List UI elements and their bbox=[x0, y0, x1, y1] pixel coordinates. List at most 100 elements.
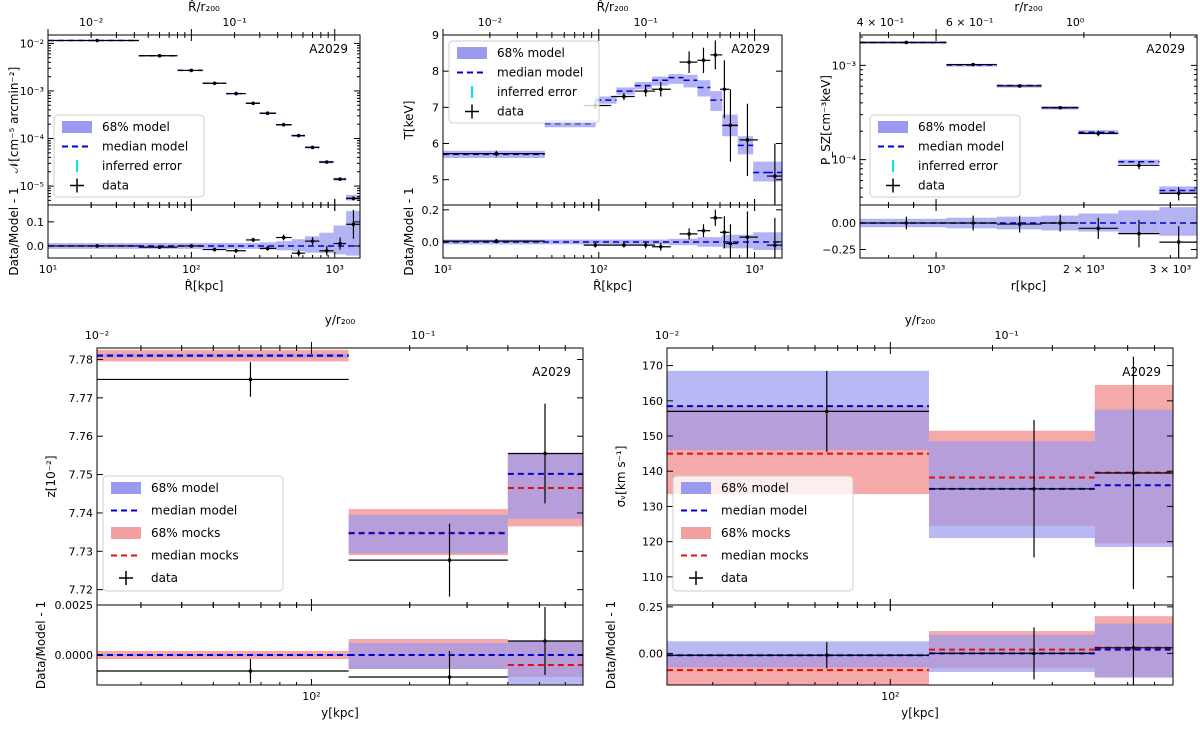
x-tick-label: 10¹ bbox=[434, 263, 452, 276]
res-marker bbox=[281, 235, 286, 240]
legend-box bbox=[102, 475, 284, 592]
model-band bbox=[667, 370, 929, 451]
data-point bbox=[679, 51, 698, 73]
res-data-point bbox=[177, 244, 203, 248]
y-tick-label: 7.77 bbox=[69, 392, 94, 405]
legend-label: inferred error bbox=[102, 159, 182, 173]
x-tick-label: 10³ bbox=[927, 263, 945, 276]
data-point bbox=[725, 89, 738, 162]
data-marker bbox=[338, 177, 342, 181]
res-data-point bbox=[333, 237, 347, 250]
res-marker bbox=[824, 653, 829, 658]
legend-box bbox=[869, 114, 1021, 198]
res-marker bbox=[713, 216, 718, 220]
res-marker bbox=[722, 230, 727, 235]
x-tick-label: 10² bbox=[182, 263, 200, 276]
model-band bbox=[683, 74, 698, 88]
x-tick-label: 2 × 10³ bbox=[1063, 263, 1105, 276]
res-y-tick-label: 0.0 bbox=[422, 236, 440, 249]
data-marker bbox=[296, 133, 301, 138]
res-marker bbox=[701, 228, 706, 233]
res-data-point bbox=[725, 224, 738, 258]
main-plot bbox=[860, 40, 1197, 201]
y-axis: 10⁻⁵ 10⁻⁴ 10⁻³ 10⁻² 𝒩[cm⁻⁵ arcmin⁻²] 0.0 0.1 Da… bbox=[7, 37, 360, 276]
legend-box bbox=[448, 40, 600, 124]
main-plot bbox=[667, 356, 1173, 590]
y-axis: 5 6 7 8 9 T[keV] 0.0 0.2 Data/Model - 1 bbox=[402, 29, 782, 276]
res-data-point bbox=[348, 651, 508, 685]
res-frame bbox=[442, 204, 783, 259]
legend: 68% model median model inferred error data bbox=[53, 114, 205, 198]
res-data-point bbox=[710, 209, 723, 226]
res-marker bbox=[622, 243, 626, 247]
res-frame bbox=[666, 604, 1174, 686]
res-data-point bbox=[1118, 219, 1160, 248]
res-data-point bbox=[138, 245, 178, 249]
data-marker bbox=[248, 377, 253, 382]
res-marker bbox=[773, 243, 777, 247]
y-axis: 110 120 130 140 150 160 170 σᵥ[km s⁻¹] 0.00 0.25 D… bbox=[604, 360, 1173, 689]
res-marker bbox=[543, 639, 547, 643]
res-marker bbox=[447, 675, 452, 679]
res-marker bbox=[658, 244, 663, 249]
data-point bbox=[611, 92, 635, 101]
model-band bbox=[753, 161, 767, 182]
y-tick-label: 6 bbox=[432, 138, 439, 151]
x-axis-label: r[kpc] bbox=[1011, 279, 1046, 293]
res-data-point bbox=[739, 211, 758, 258]
y-tick-label: 10⁻³ bbox=[832, 59, 856, 72]
res-y-tick-label: 0.0000 bbox=[55, 649, 94, 662]
data-point bbox=[1118, 161, 1160, 170]
data-marker bbox=[824, 409, 829, 414]
data-point bbox=[319, 160, 334, 164]
data-marker bbox=[1176, 191, 1181, 196]
data-point bbox=[226, 91, 246, 96]
data-marker bbox=[622, 94, 626, 99]
data-marker bbox=[713, 53, 718, 57]
data-point bbox=[507, 403, 583, 504]
y-tick-label: 150 bbox=[642, 430, 663, 443]
data-marker bbox=[212, 81, 217, 86]
x-tick-label: 10³ bbox=[326, 263, 344, 276]
x-axis: 10³ 2 × 10³ 3 × 10³ r[kpc] 4 × 10⁻¹ 6 × 10⁻¹ 1… bbox=[857, 0, 1192, 293]
y-tick-label: 130 bbox=[642, 500, 663, 513]
data-marker bbox=[351, 196, 356, 201]
residual-plot bbox=[97, 607, 583, 685]
res-data-point bbox=[1078, 217, 1119, 239]
data-point bbox=[996, 84, 1042, 88]
data-marker bbox=[281, 122, 286, 127]
y-tick-label: 120 bbox=[642, 536, 663, 549]
res-marker bbox=[212, 247, 217, 252]
legend-model-band-swatch bbox=[457, 47, 487, 59]
main-plot bbox=[97, 349, 583, 597]
top-tick-label: 10⁻² bbox=[79, 16, 103, 29]
res-data-point bbox=[946, 215, 997, 231]
legend-label: median mocks bbox=[721, 549, 809, 563]
legend-box bbox=[672, 475, 854, 592]
res-marker bbox=[324, 248, 329, 253]
legend-model-band-swatch bbox=[681, 482, 711, 494]
res-y-tick-label: 0.00 bbox=[832, 217, 857, 230]
res-marker bbox=[728, 241, 733, 246]
res-marker bbox=[1096, 226, 1101, 231]
top-axis-label: R̂/r₂₀₀ bbox=[597, 0, 629, 14]
y-axis-label: P_SZ[cm⁻³keV] bbox=[819, 75, 833, 165]
legend-label: 68% model bbox=[918, 120, 986, 134]
data-point bbox=[1094, 356, 1173, 590]
res-marker bbox=[1032, 651, 1036, 656]
y-axis-label: 𝒩[cm⁻⁵ arcmin⁻²] bbox=[7, 67, 21, 174]
res-data-point bbox=[443, 238, 545, 244]
x-axis-label: R̂[kpc] bbox=[593, 279, 632, 293]
res-marker bbox=[1176, 240, 1181, 244]
data-marker bbox=[687, 60, 691, 64]
legend-mocks-band-swatch bbox=[681, 527, 711, 539]
legend-label: data bbox=[918, 179, 945, 193]
panel-p2: 10¹ 10² 10³ R̂[kpc] 10⁻² 10⁻¹ R̂/r₂₀₀ 5 6 7 8 9 T[ke… bbox=[402, 0, 783, 293]
legend-label: 68% model bbox=[151, 481, 219, 495]
res-y-axis-label: Data/Model - 1 bbox=[7, 187, 21, 275]
top-tick-label: 10⁻¹ bbox=[634, 16, 658, 29]
data-marker bbox=[310, 145, 315, 150]
top-tick-label: 6 × 10⁻¹ bbox=[946, 16, 993, 29]
data-point bbox=[245, 101, 260, 106]
model-band bbox=[697, 80, 711, 97]
